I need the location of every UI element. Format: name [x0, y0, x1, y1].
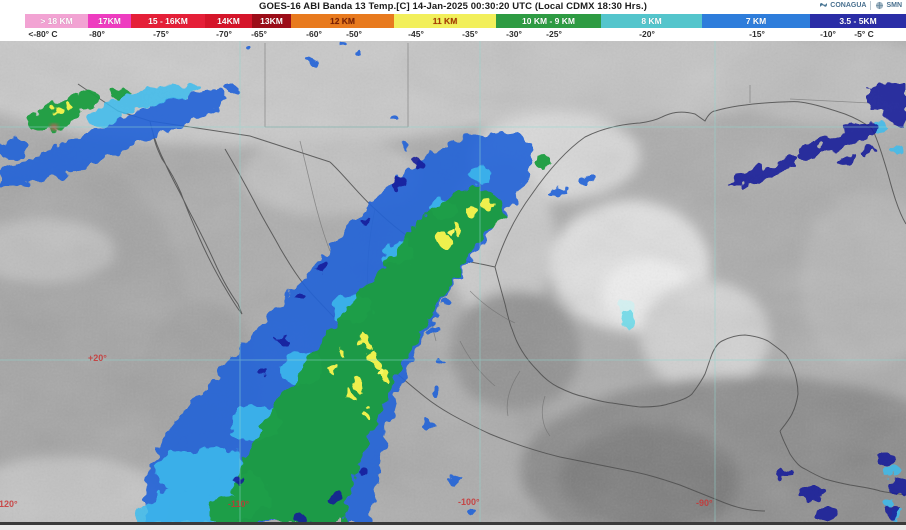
logo-separator: [870, 1, 872, 10]
bottom-border: [0, 522, 906, 525]
temperature-label: -75°: [153, 29, 169, 39]
legend-segment: 11 KM: [394, 14, 496, 28]
logo-area: CONAGUA SMN: [819, 1, 902, 10]
legend-segment: 13KM: [252, 14, 291, 28]
overlay-navy-layer: [233, 82, 906, 522]
legend-segment: 17KM: [88, 14, 131, 28]
legend-segment: 3.5 - 5KM: [810, 14, 906, 28]
conagua-label: CONAGUA: [830, 2, 867, 9]
legend-segment: > 18 KM: [25, 14, 88, 28]
altitude-legend-bar: > 18 KM 17KM 15 - 16KM 14KM 13KM 12 KM 11 KM 10…: [0, 14, 906, 28]
conagua-logo: CONAGUA: [819, 1, 866, 10]
legend-segment: 8 KM: [601, 14, 702, 28]
header: GOES-16 ABI Banda 13 Temp.[C] 14-Jan-202…: [0, 0, 906, 14]
legend-segment: 7 KM: [702, 14, 810, 28]
satellite-map: +20°-120°-110°-100°-90°: [0, 41, 906, 522]
satellite-image: [0, 41, 906, 522]
bottom-margin: [0, 525, 906, 530]
temperature-label: -80°: [89, 29, 105, 39]
temperature-label: -25°: [546, 29, 562, 39]
smn-label: SMN: [886, 2, 902, 9]
temperature-label: -65°: [251, 29, 267, 39]
legend-segment: 12 KM: [291, 14, 394, 28]
overlay-yellow-layer: [53, 104, 493, 419]
temperature-label: -45°: [408, 29, 424, 39]
image-title: GOES-16 ABI Banda 13 Temp.[C] 14-Jan-202…: [259, 1, 647, 12]
temperature-label: <-80° C: [28, 29, 58, 39]
temperature-label: -20°: [639, 29, 655, 39]
temperature-label: -10°: [820, 29, 836, 39]
temperature-label: -30°: [506, 29, 522, 39]
temperature-label: -35°: [462, 29, 478, 39]
temperature-label: -15°: [749, 29, 765, 39]
legend-segment: 14KM: [205, 14, 252, 28]
temperature-label: -60°: [306, 29, 322, 39]
latlon-grid: [0, 41, 906, 522]
temperature-label: -5° C: [854, 29, 874, 39]
temperature-scale-row: <-80° C -80° -75° -70° -65° -60° -50° -45° -35° -…: [0, 28, 906, 41]
temperature-label: -70°: [216, 29, 232, 39]
smn-logo: SMN: [875, 1, 902, 10]
legend-segment: 10 KM - 9 KM: [496, 14, 601, 28]
conagua-wave-icon: [820, 3, 828, 7]
smn-globe-icon: [876, 1, 884, 10]
legend-segment: 15 - 16KM: [131, 14, 205, 28]
temperature-label: -50°: [346, 29, 362, 39]
